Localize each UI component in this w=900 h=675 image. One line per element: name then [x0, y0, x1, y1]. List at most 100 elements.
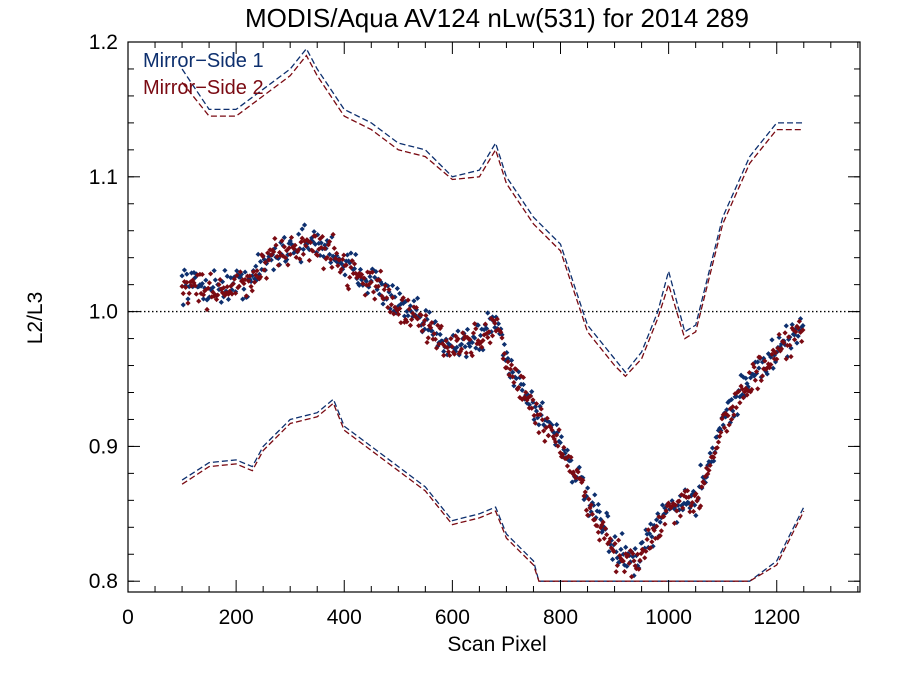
data-point [413, 305, 419, 311]
data-point [420, 321, 427, 327]
data-point [752, 377, 758, 383]
data-point [338, 266, 345, 272]
data-point [274, 253, 280, 260]
data-point [405, 313, 411, 319]
data-point [224, 284, 230, 290]
data-point [702, 473, 708, 480]
data-point [594, 508, 600, 514]
data-point [184, 279, 190, 285]
data-point [516, 369, 522, 375]
data-point [379, 281, 385, 287]
data-point [749, 386, 755, 393]
data-point [589, 511, 595, 517]
data-point [592, 492, 598, 498]
data-point [454, 337, 460, 344]
data-point [686, 494, 692, 500]
data-point [367, 273, 373, 280]
data-point [431, 331, 437, 337]
data-point [598, 516, 604, 523]
data-point [646, 531, 653, 537]
data-point [480, 347, 486, 353]
data-point [564, 463, 571, 469]
data-point [730, 404, 736, 410]
data-point [296, 247, 302, 253]
data-point [247, 273, 253, 279]
data-point [739, 386, 745, 392]
data-point [318, 244, 324, 251]
data-point [751, 373, 757, 379]
data-point [455, 328, 461, 334]
y-tick-label: 1.0 [89, 301, 118, 324]
data-point [587, 505, 593, 511]
data-point [782, 330, 788, 336]
data-point [661, 513, 667, 520]
data-point [261, 267, 267, 273]
data-point [755, 386, 761, 392]
data-point [607, 536, 613, 542]
data-point [411, 304, 417, 310]
data-point [544, 418, 550, 424]
data-point [732, 391, 738, 397]
data-point [725, 413, 731, 419]
data-point [499, 332, 505, 338]
data-point [343, 262, 349, 268]
data-point [256, 271, 262, 277]
data-point [611, 548, 617, 555]
data-point [524, 397, 530, 403]
data-point [786, 334, 792, 340]
data-point [693, 512, 699, 519]
data-point [586, 496, 592, 502]
data-point [454, 344, 460, 351]
data-point [388, 302, 394, 308]
data-point [428, 325, 434, 331]
data-point [794, 340, 800, 346]
series-2-lower-bound [181, 402, 805, 582]
data-point [411, 298, 417, 304]
data-point [424, 339, 430, 346]
data-point [795, 333, 801, 339]
data-point [645, 527, 651, 533]
data-point [410, 310, 416, 317]
data-point [403, 298, 409, 305]
data-point [595, 529, 601, 535]
data-point [225, 296, 232, 302]
data-point [791, 337, 798, 343]
data-point [734, 412, 741, 418]
data-point [634, 551, 641, 557]
data-point [460, 330, 466, 336]
data-point [776, 331, 782, 338]
data-point [600, 519, 606, 525]
data-point [463, 354, 469, 360]
data-point [208, 286, 214, 292]
data-point [461, 336, 467, 342]
data-point [268, 252, 274, 258]
data-point [627, 548, 634, 554]
data-point [199, 271, 205, 278]
data-point [533, 401, 540, 407]
data-point [796, 318, 802, 324]
data-point [328, 256, 334, 262]
data-point [379, 293, 385, 299]
data-point [419, 328, 425, 334]
data-point [687, 505, 693, 511]
data-point [475, 338, 481, 344]
data-point [698, 462, 704, 468]
y-tick-label: 0.8 [89, 570, 118, 593]
data-point [648, 545, 654, 551]
data-point [282, 258, 289, 264]
data-point [669, 498, 675, 504]
data-point [625, 552, 631, 558]
data-point [281, 244, 287, 250]
data-point [192, 274, 198, 281]
data-point [573, 475, 579, 481]
data-point [510, 374, 516, 380]
data-point [280, 253, 286, 259]
data-point [203, 277, 209, 283]
data-point [394, 308, 400, 314]
data-point [601, 535, 607, 542]
data-point [674, 508, 680, 514]
data-point [673, 502, 679, 508]
data-point [416, 323, 422, 329]
data-point [539, 417, 546, 423]
